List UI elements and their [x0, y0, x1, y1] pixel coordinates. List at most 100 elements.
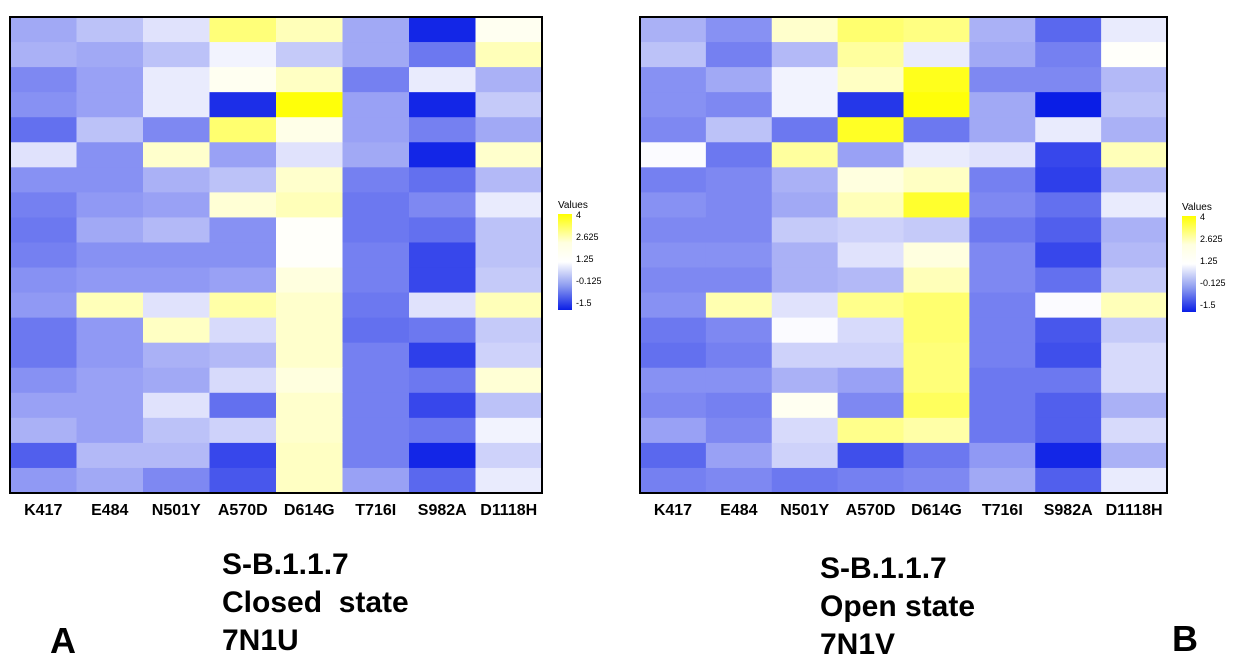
heatmap-cell: [342, 217, 410, 244]
heatmap-cell: [705, 442, 773, 469]
heatmap-cell: [705, 217, 773, 244]
heatmap-cell: [10, 17, 78, 43]
heatmap-cell: [10, 467, 78, 494]
heatmap-cell: [475, 17, 543, 43]
heatmap-cell: [969, 142, 1036, 168]
heatmap-cell: [640, 217, 707, 244]
heatmap-cell: [409, 392, 477, 419]
heatmap-cell: [342, 442, 410, 469]
heatmap-cell: [143, 467, 211, 494]
heatmap-cell: [276, 167, 344, 193]
heatmap-cell: [837, 217, 905, 244]
heatmap-cell: [276, 42, 344, 68]
heatmap-cell: [276, 242, 344, 269]
heatmap-cell: [1035, 292, 1102, 319]
heatmap-cell: [409, 342, 477, 369]
legend-tick-label: -0.125: [1200, 278, 1226, 288]
heatmap-cell: [143, 192, 211, 219]
heatmap-cell: [143, 442, 211, 469]
heatmap-cell: [771, 17, 839, 43]
heatmap-cell: [342, 417, 410, 444]
heatmap-cell: [705, 142, 773, 168]
heatmap-cell: [705, 342, 773, 369]
heatmap-cell: [475, 92, 543, 118]
heatmap-cell: [10, 192, 78, 219]
caption-b: S-B.1.1.7 Open state 7N1V: [820, 550, 975, 664]
heatmap-cell: [903, 142, 970, 168]
heatmap-cell: [342, 92, 410, 118]
heatmap-cell: [1035, 192, 1102, 219]
heatmap-cell: [76, 92, 144, 118]
x-tick-label: S982A: [1043, 502, 1093, 519]
heatmap-cell: [1035, 217, 1102, 244]
heatmap-cell: [969, 292, 1036, 319]
caption-b-line1: S-B.1.1.7: [820, 552, 947, 585]
heatmap-cell: [143, 392, 211, 419]
legend-tick-label: -1.5: [1200, 300, 1216, 310]
heatmap-cell: [705, 267, 773, 294]
heatmap-cell: [276, 417, 344, 444]
heatmap-cell: [1101, 292, 1168, 319]
heatmap-cell: [342, 392, 410, 419]
heatmap-cell: [209, 117, 277, 143]
heatmap-cell: [10, 417, 78, 444]
heatmap-cell: [705, 92, 773, 118]
legend-tick-label: -1.5: [576, 298, 592, 308]
heatmap-cell: [143, 417, 211, 444]
heatmap-cell: [771, 67, 839, 93]
heatmap-cell: [276, 142, 344, 168]
heatmap-cell: [969, 242, 1036, 269]
heatmap-cell: [475, 442, 543, 469]
heatmap-cell: [276, 117, 344, 143]
heatmap-cell: [409, 192, 477, 219]
heatmap-cell: [475, 317, 543, 344]
heatmap-cell: [771, 442, 839, 469]
heatmap-cell: [409, 367, 477, 394]
heatmap-cell: [771, 467, 839, 494]
heatmap-cell: [837, 17, 905, 43]
heatmap-cell: [276, 367, 344, 394]
heatmap-cell: [640, 142, 707, 168]
heatmap-cell: [771, 367, 839, 394]
heatmap-cell: [342, 42, 410, 68]
heatmap-cell: [640, 92, 707, 118]
heatmap-cell: [209, 417, 277, 444]
heatmap-cell: [475, 267, 543, 294]
heatmap-cell: [10, 292, 78, 319]
heatmap-cell: [409, 267, 477, 294]
legend-tick-label: 2.625: [576, 232, 599, 242]
heatmap-cell: [640, 442, 707, 469]
heatmap-cell: [837, 167, 905, 193]
heatmap-cell: [771, 317, 839, 344]
heatmap-cell: [705, 467, 773, 494]
heatmap-cell: [969, 342, 1036, 369]
heatmap-cell: [10, 217, 78, 244]
heatmap-cell: [143, 17, 211, 43]
heatmap-cell: [10, 267, 78, 294]
heatmap-cell: [1035, 67, 1102, 93]
panel-label-b: B: [1172, 618, 1198, 659]
heatmap-cell: [903, 342, 970, 369]
heatmap-cell: [143, 217, 211, 244]
heatmap-cell: [76, 167, 144, 193]
x-tick-label: A570D: [217, 502, 268, 519]
heatmap-cell: [640, 392, 707, 419]
heatmap-cell: [640, 317, 707, 344]
caption-b-line3: 7N1V: [820, 628, 896, 661]
x-tick-label: A570D: [845, 502, 896, 519]
x-tick-label: N501Y: [151, 502, 201, 519]
heatmap-cell: [76, 342, 144, 369]
x-tick-label: E484: [720, 502, 758, 519]
heatmap-cell: [771, 292, 839, 319]
heatmap-cell: [903, 192, 970, 219]
heatmap-cell: [969, 367, 1036, 394]
heatmap-cell: [771, 42, 839, 68]
heatmap-cell: [1035, 367, 1102, 394]
heatmap-cell: [143, 242, 211, 269]
heatmap-cell: [969, 267, 1036, 294]
heatmap-cell: [705, 292, 773, 319]
heatmap-cell: [276, 392, 344, 419]
heatmap-cell: [837, 92, 905, 118]
legend-title: Values: [1182, 202, 1212, 213]
heatmap-cell: [342, 367, 410, 394]
